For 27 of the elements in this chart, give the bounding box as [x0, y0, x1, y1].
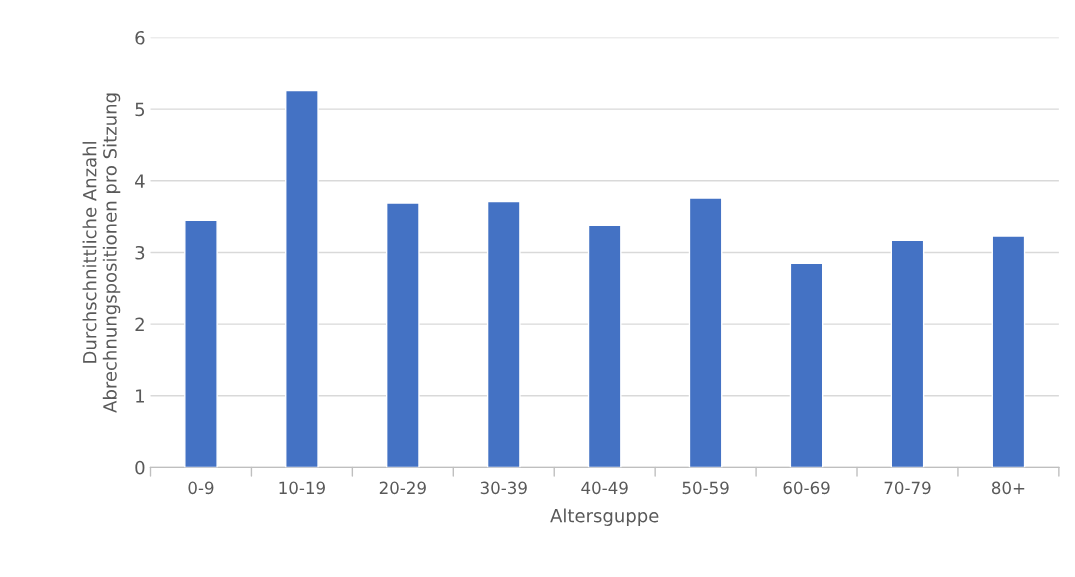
x-tick-label: 50-59 [682, 481, 729, 495]
x-tick-label: 20-29 [379, 481, 426, 495]
bar [587, 224, 622, 468]
bar [688, 197, 723, 468]
x-tick-label: 40-49 [581, 481, 628, 495]
y-axis-title: Durchschnittliche Anzahl Abrechnungspositionen pro Sitzung [82, 93, 121, 413]
y-tick-label: 6 [135, 30, 145, 45]
bar [385, 202, 420, 468]
bar [184, 219, 218, 468]
bar [285, 89, 319, 468]
x-tick-label: 10-19 [279, 481, 325, 495]
x-tick-label: 60-69 [783, 481, 830, 495]
x-axis-title: Altersguppe [550, 508, 659, 526]
y-tick-label: 5 [135, 102, 145, 117]
x-tick-label: 70-79 [884, 481, 931, 495]
bar [486, 200, 521, 468]
y-tick-label: 2 [135, 317, 144, 331]
x-tick-label: 80+ [991, 481, 1025, 495]
y-tick-label: 0 [135, 460, 145, 475]
bar [789, 262, 824, 468]
y-tick-label: 1 [136, 389, 144, 403]
bar [890, 239, 925, 468]
y-tick-label: 4 [135, 174, 145, 188]
bar [991, 235, 1026, 468]
x-tick-label: 30-39 [480, 481, 527, 495]
x-tick-label: 0-9 [188, 481, 214, 495]
y-tick-label: 3 [135, 245, 145, 260]
